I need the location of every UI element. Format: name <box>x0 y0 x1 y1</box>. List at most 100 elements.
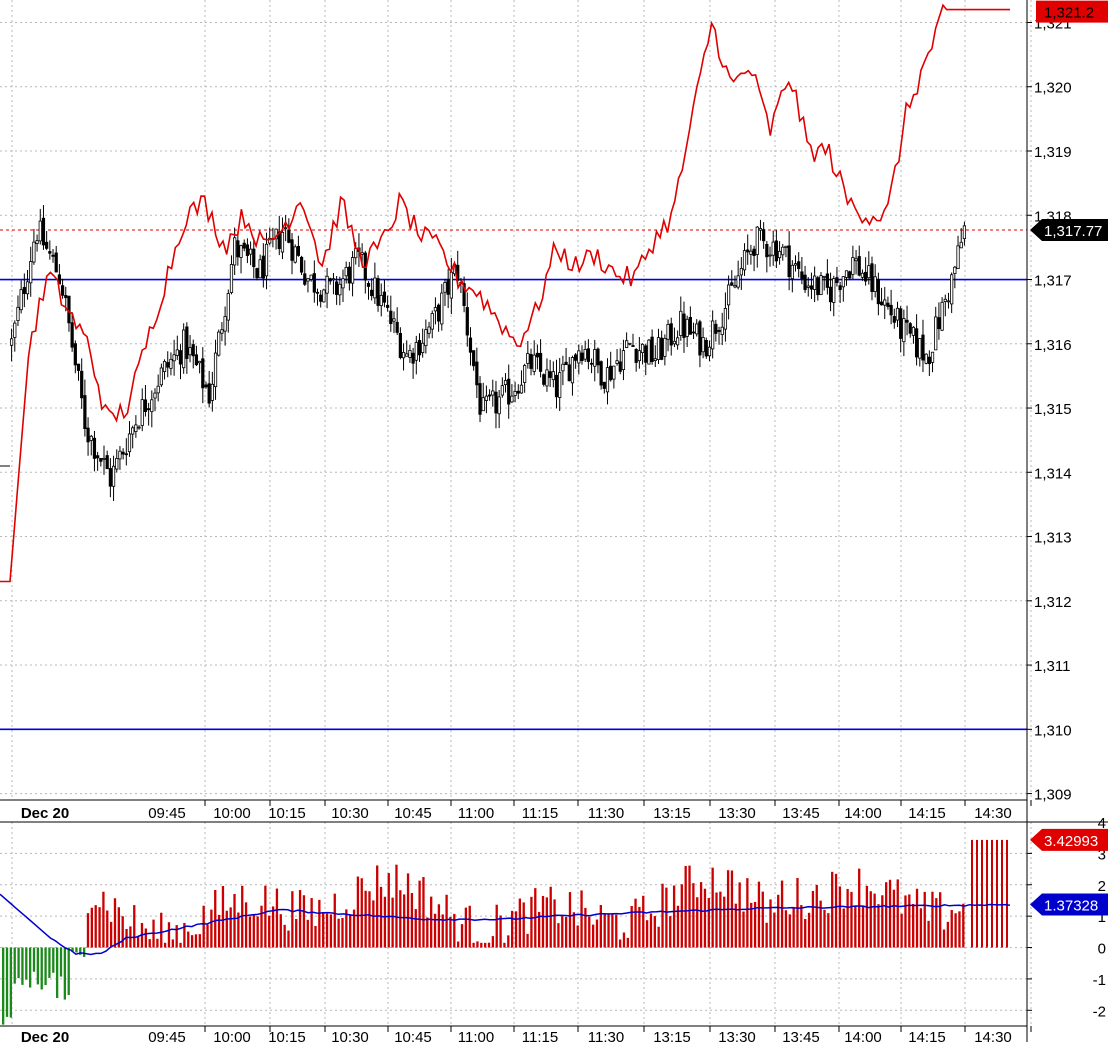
histogram-bar <box>991 839 993 948</box>
candle-body <box>277 231 281 250</box>
histogram-bar <box>630 906 633 948</box>
candle-body <box>86 427 90 443</box>
histogram-bar <box>530 896 533 948</box>
indicator-date-label: Dec 20 <box>21 1029 69 1042</box>
histogram-bar <box>780 880 784 948</box>
histogram-bar <box>453 913 456 948</box>
candle-body <box>268 237 272 244</box>
candle-body <box>299 256 304 273</box>
candle-body <box>449 271 453 299</box>
histogram-bar <box>1001 839 1003 948</box>
candle-body <box>688 317 692 335</box>
candle-body <box>217 331 221 356</box>
histogram-bar <box>241 885 244 948</box>
histogram-bar <box>468 905 471 948</box>
candle-body <box>408 350 412 358</box>
candle-body <box>322 289 326 303</box>
candle-body <box>182 329 186 369</box>
indicator-average-line <box>0 893 1011 956</box>
candle-body <box>127 433 132 453</box>
candle-body <box>736 275 740 288</box>
price-tick-label: 1,315 <box>1034 401 1072 418</box>
price-date-label: Dec 20 <box>21 805 69 822</box>
histogram-bar <box>638 906 641 948</box>
price-time-label: 14:30 <box>974 805 1012 822</box>
candle-body <box>51 254 55 257</box>
histogram-bar <box>777 894 780 948</box>
candle-body <box>481 397 485 412</box>
candle-body <box>341 278 345 289</box>
candlestick-series <box>9 205 967 502</box>
indicator-time-label: 11:30 <box>588 1029 624 1042</box>
candle-body <box>797 261 801 269</box>
price-tick-label: 1,309 <box>1034 787 1072 804</box>
candle-body <box>899 308 903 339</box>
value-tags: 1,321.2 1,317.77 3.42993 1.37328 <box>1030 0 1108 916</box>
candle-body <box>886 302 890 307</box>
histogram-bar <box>59 947 63 977</box>
candle-body <box>822 275 826 278</box>
candle-body <box>287 229 291 243</box>
histogram-bar <box>692 883 695 948</box>
candle-body <box>660 337 664 360</box>
histogram-bar <box>198 934 201 948</box>
histogram-bar <box>376 865 379 948</box>
histogram-bar <box>842 908 845 948</box>
candle-body <box>691 331 696 334</box>
histogram-bar <box>202 905 205 948</box>
histogram-bar <box>804 918 807 948</box>
candle-body <box>328 278 332 282</box>
candle-body <box>574 354 578 361</box>
histogram-bar <box>823 909 826 948</box>
histogram-bar <box>561 916 564 948</box>
candle-body <box>443 282 447 293</box>
price-time-label: 10:15 <box>268 805 306 822</box>
candle-body <box>309 274 313 280</box>
histogram-bar <box>325 913 329 948</box>
red-line-value-tag: 1,321.2 <box>1036 0 1108 23</box>
candle-body <box>956 245 960 270</box>
candle-body <box>558 372 562 398</box>
histogram-bar <box>939 892 942 948</box>
histogram-bar <box>225 910 228 948</box>
candle-body <box>500 385 504 396</box>
candle-body <box>535 352 540 358</box>
candle-body <box>876 279 880 305</box>
candle-body <box>223 316 227 332</box>
histogram-bar <box>487 942 491 948</box>
histogram-bar <box>665 887 668 948</box>
candle-body <box>631 345 635 347</box>
candle-body <box>468 337 473 353</box>
candle-body <box>507 378 511 405</box>
histogram-bar <box>703 888 707 948</box>
histogram-bar <box>248 916 252 948</box>
histogram-bar <box>734 903 737 948</box>
histogram-bar <box>885 882 888 948</box>
histogram-bar <box>958 911 961 948</box>
histogram-bar <box>44 947 47 986</box>
red-line-value-tag-bg <box>1036 0 1108 23</box>
candle-body <box>83 395 87 430</box>
candle-body <box>583 349 587 360</box>
histogram-bar <box>295 918 298 948</box>
histogram-bar <box>190 935 194 948</box>
histogram-bar <box>17 947 20 979</box>
candle-body <box>175 349 179 356</box>
candle-body <box>478 383 482 415</box>
candle-body <box>487 394 492 397</box>
candle-body <box>580 352 584 361</box>
histogram-bar <box>954 913 957 948</box>
histogram-bar <box>881 895 884 948</box>
candle-body <box>605 367 610 393</box>
histogram-bar <box>364 890 367 948</box>
candle-body <box>825 273 829 288</box>
histogram-bar <box>642 895 645 948</box>
histogram-bar <box>171 939 174 948</box>
candle-body <box>902 318 906 343</box>
price-tick-label: 1,316 <box>1034 337 1072 354</box>
candle-body <box>35 240 39 244</box>
candle-body <box>628 342 632 345</box>
candle-body <box>19 289 23 311</box>
candle-body <box>80 370 84 399</box>
